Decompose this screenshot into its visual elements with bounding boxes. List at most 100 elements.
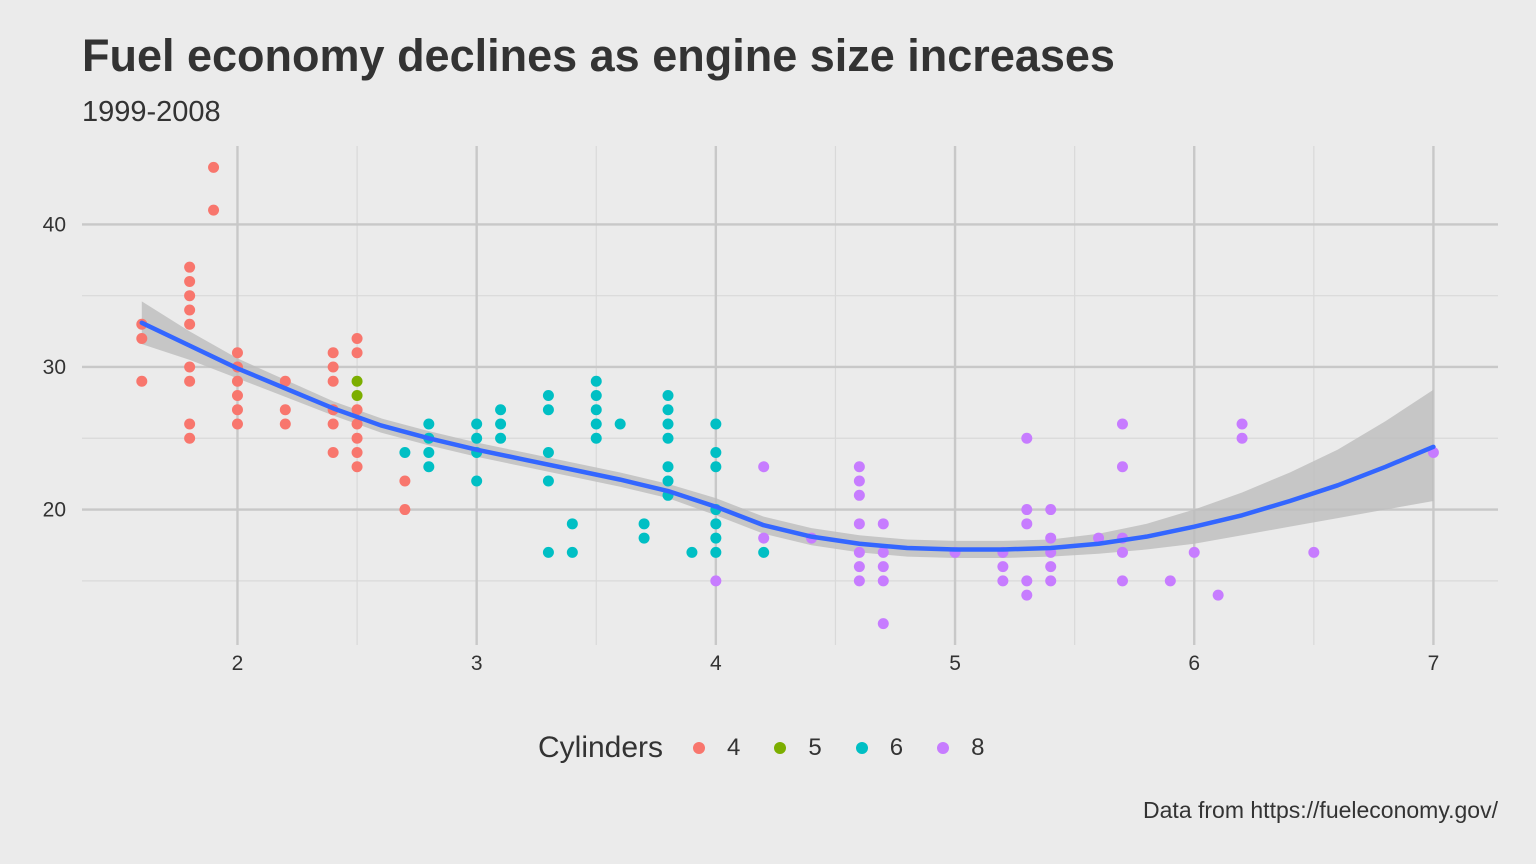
data-point-cyl-6 xyxy=(495,432,507,444)
data-point-cyl-8 xyxy=(1021,432,1033,444)
data-point-cyl-6 xyxy=(471,432,483,444)
y-tick-label: 20 xyxy=(43,499,66,522)
legend-item-8: 8 xyxy=(937,734,984,762)
data-point-cyl-8 xyxy=(1045,575,1057,587)
data-point-cyl-4 xyxy=(231,404,243,416)
data-point-cyl-6 xyxy=(471,475,483,487)
data-point-cyl-4 xyxy=(327,375,339,387)
legend-label-6: 6 xyxy=(889,734,904,761)
data-point-cyl-6 xyxy=(662,475,674,487)
legend: Cylinders 4 5 6 8 xyxy=(538,730,1018,766)
data-point-cyl-4 xyxy=(399,504,411,516)
data-point-cyl-4 xyxy=(184,432,196,444)
data-point-cyl-4 xyxy=(184,290,196,302)
data-point-cyl-8 xyxy=(877,618,889,630)
data-point-cyl-4 xyxy=(327,347,339,359)
data-point-cyl-6 xyxy=(542,475,554,487)
data-point-cyl-8 xyxy=(853,489,865,501)
data-point-cyl-6 xyxy=(542,404,554,416)
data-point-cyl-4 xyxy=(351,447,363,459)
data-point-cyl-6 xyxy=(566,546,578,558)
data-point-cyl-8 xyxy=(1236,432,1248,444)
data-point-cyl-6 xyxy=(423,461,435,473)
data-point-cyl-8 xyxy=(1164,575,1176,587)
data-point-cyl-4 xyxy=(136,375,148,387)
data-point-cyl-4 xyxy=(208,161,220,173)
data-point-cyl-6 xyxy=(710,518,722,530)
data-point-cyl-8 xyxy=(853,575,865,587)
data-point-cyl-6 xyxy=(638,532,650,544)
smooth-trend-line xyxy=(139,320,1436,552)
smooth-line-layer xyxy=(139,320,1436,552)
data-point-cyl-6 xyxy=(662,404,674,416)
data-point-cyl-8 xyxy=(877,518,889,530)
data-point-cyl-8 xyxy=(710,575,722,587)
data-point-cyl-6 xyxy=(638,518,650,530)
data-point-cyl-4 xyxy=(184,418,196,430)
data-point-cyl-4 xyxy=(351,461,363,473)
data-point-cyl-4 xyxy=(351,404,363,416)
grid-lines xyxy=(82,146,1498,645)
data-point-cyl-6 xyxy=(710,461,722,473)
y-tick-label: 30 xyxy=(43,356,66,379)
data-point-cyl-6 xyxy=(662,418,674,430)
data-point-cyl-5 xyxy=(351,375,363,387)
data-point-cyl-6 xyxy=(423,418,435,430)
data-point-cyl-6 xyxy=(542,546,554,558)
data-point-cyl-4 xyxy=(208,204,220,216)
data-point-cyl-6 xyxy=(590,432,602,444)
data-point-cyl-8 xyxy=(1212,589,1224,601)
data-point-cyl-4 xyxy=(184,318,196,330)
data-point-cyl-4 xyxy=(231,375,243,387)
data-point-cyl-6 xyxy=(495,418,507,430)
data-point-cyl-4 xyxy=(351,418,363,430)
confidence-band-layer xyxy=(141,301,1434,559)
data-point-cyl-4 xyxy=(136,332,148,344)
data-point-cyl-6 xyxy=(566,518,578,530)
data-point-cyl-4 xyxy=(231,390,243,401)
x-tick-label: 4 xyxy=(710,652,722,675)
data-point-cyl-8 xyxy=(1045,561,1057,573)
data-point-cyl-8 xyxy=(877,561,889,573)
data-point-cyl-6 xyxy=(662,461,674,473)
data-point-cyl-6 xyxy=(662,390,674,401)
data-point-cyl-8 xyxy=(1188,546,1200,558)
chart-subtitle: 1999-2008 xyxy=(82,96,221,128)
data-point-cyl-8 xyxy=(1116,575,1128,587)
data-point-cyl-8 xyxy=(997,575,1009,587)
data-point-cyl-6 xyxy=(590,390,602,401)
data-point-cyl-6 xyxy=(423,447,435,459)
data-point-cyl-6 xyxy=(710,447,722,459)
data-point-cyl-6 xyxy=(686,546,698,558)
data-point-cyl-8 xyxy=(758,532,770,544)
legend-item-6: 6 xyxy=(855,734,904,762)
legend-label-8: 8 xyxy=(971,734,985,761)
y-tick-label: 40 xyxy=(43,213,66,236)
confidence-band xyxy=(141,301,1434,559)
data-point-cyl-8 xyxy=(1308,546,1320,558)
data-point-cyl-8 xyxy=(1021,589,1033,601)
data-point-cyl-4 xyxy=(279,375,291,387)
data-point-cyl-4 xyxy=(351,332,363,344)
data-point-cyl-6 xyxy=(710,418,722,430)
data-point-cyl-6 xyxy=(590,404,602,416)
data-point-cyl-8 xyxy=(1116,418,1128,430)
data-points-layer xyxy=(136,161,1439,630)
x-tick-label: 2 xyxy=(232,652,244,675)
data-point-cyl-8 xyxy=(877,575,889,587)
legend-title: Cylinders xyxy=(538,731,664,764)
data-point-cyl-8 xyxy=(1021,518,1033,530)
axis-tick-labels: 2 3 4 5 6 7 20 30 40 xyxy=(43,213,1440,675)
legend-key-6 xyxy=(855,742,868,754)
x-tick-label: 5 xyxy=(949,652,961,675)
data-point-cyl-6 xyxy=(471,418,483,430)
data-point-cyl-6 xyxy=(710,532,722,544)
data-point-cyl-8 xyxy=(853,461,865,473)
data-point-cyl-4 xyxy=(327,361,339,373)
legend-label-5: 5 xyxy=(808,734,822,761)
data-point-cyl-6 xyxy=(590,375,602,387)
legend-key-8 xyxy=(937,742,950,754)
data-point-cyl-4 xyxy=(279,404,291,416)
data-point-cyl-4 xyxy=(184,361,196,373)
